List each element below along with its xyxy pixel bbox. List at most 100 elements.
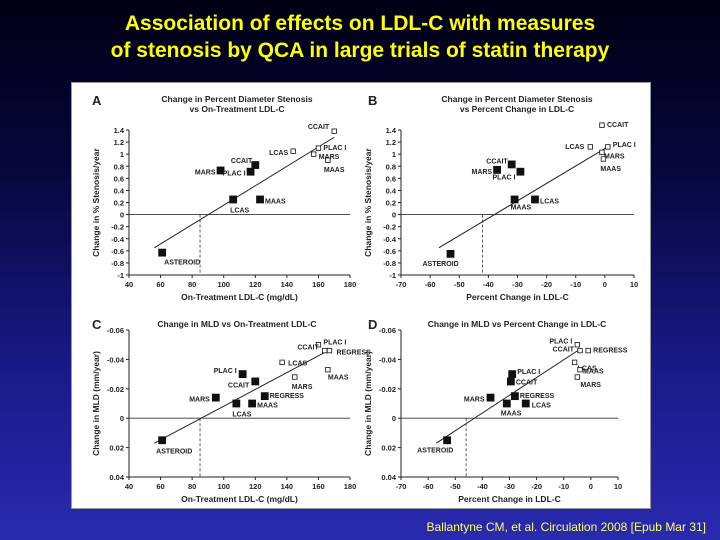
panel-b-point-label: MARS [604,153,625,160]
panel-d-point-label: CCAIT [516,379,538,386]
panel-a-x-tick-label: 40 [125,280,133,289]
panel-d-x-tick-label: -50 [450,482,461,491]
panel-d-point-regress [511,392,519,401]
panel-a-point-label: PLAC I [323,145,346,152]
panel-d-point-lcas [521,399,530,408]
panel-a-point-label: MARS [195,169,216,176]
panel-c-x-tick-label: 180 [344,482,357,491]
panel-d-title: Change in MLD vs Percent Change in LDL-C [428,319,607,329]
panel-d-point-label: MAAS [501,411,522,418]
panel-c-point-label: PLAC I [214,368,237,375]
panel-c-point-mars [211,393,220,402]
panel-d-point-label: LCAS [578,365,597,372]
panel-b-y-tick-label: 0.2 [386,199,396,208]
panel-b-x-tick-label: -10 [570,280,581,289]
panel-b-y-tick-label: 1 [392,150,396,159]
panel-c-point-mars [292,374,298,380]
panel-c-y-tick-label: -0.06 [107,326,124,335]
panel-c-x-tick-label: 80 [188,482,196,491]
panel-c-letter: C [92,317,102,332]
panel-b-title: vs Percent Change in LDL-C [460,104,574,114]
panel-d-point-label: MAAS [583,369,604,376]
panel-d-x-tick-label: -10 [558,482,569,491]
panel-a-point-asteroid [158,248,167,257]
panel-d-point-mars [574,374,580,380]
panel-c-point-label: MAAS [328,375,349,382]
panel-d-point-label: CCAIT [553,347,575,354]
panel-c-point-regress [260,392,269,401]
panel-a-point-label: CCAIT [308,124,330,131]
panel-b-point-label: LCAS [565,144,584,151]
panel-b-x-tick-label: -30 [512,280,523,289]
panel-d-point-maas [577,367,583,373]
panel-d-point-label: REGRESS [593,348,628,355]
panel-a-point-label: MAAS [265,198,286,205]
panel-d-point-lcas [571,359,578,365]
panel-d-x-label: Percent Change in LDL-C [458,494,560,504]
panel-c-point-label: MAAS [257,403,278,410]
panel-a-y-tick-label: -0.8 [111,259,124,268]
panel-c-point-label: LCAS [232,412,251,419]
panel-a-point-mars [216,166,225,175]
panel-a-y-tick-label: 1.2 [114,138,124,147]
panel-a-point-label: CCAIT [231,158,253,165]
panel-b-y-tick-label: -1 [389,271,396,280]
panel-b-point-label: PLAC I [613,142,636,149]
panel-c-x-tick-label: 120 [249,482,262,491]
panel-a-title: Change in Percent Diameter Stenosis [161,94,312,104]
panel-d-point-regress [585,347,591,354]
panel-d-x-tick-label: -30 [504,482,515,491]
panel-d-y-label: Change in MLD (mm/year) [363,351,373,456]
panel-b-point-plac-i [516,167,525,176]
panel-b-x-tick-label: -40 [483,280,494,289]
panel-a-y-label: Change in % Stenosis/year [91,147,101,256]
panel-b-point-mars [599,149,605,156]
panel-c-point-label: MARS [292,384,313,391]
panel-d-x-tick-label: -40 [477,482,488,491]
panel-c-point-lcas [279,359,285,365]
title-line-2: of stenosis by QCA in large trials of st… [110,39,610,62]
panel-b-x-tick-label: 10 [630,280,638,289]
panel-b-y-tick-label: 1.4 [386,126,397,135]
panel-d-point-plac-i [508,370,517,379]
panel-b-point-label: MAAS [511,204,532,211]
panel-a-point-label: MAAS [324,167,345,174]
panel-b-point-label: ASTEROID [423,261,459,268]
panel-c-point-label: CCAIT [228,382,250,389]
panel-c-y-tick-label: -0.04 [107,355,125,364]
panel-c-point-label: PLAC I [323,340,346,347]
panel-b-y-tick-label: 1.2 [386,138,396,147]
panel-b-point-label: PLAC I [492,175,515,182]
panel-b-title: Change in Percent Diameter Stenosis [441,94,592,104]
panel-a-y-tick-label: 1 [120,150,124,159]
panel-c-y-tick-label: 0.04 [109,473,124,482]
panel-c-point-maas [248,399,257,408]
panel-c-y-tick-label: 0.02 [109,444,124,453]
panel-a-letter: A [92,93,102,108]
panel-c-regression-line [154,348,332,444]
panel-c-x-label: On-Treatment LDL-C (mg/dL) [181,494,298,504]
panel-d-y-tick-label: -0.04 [379,355,397,364]
panel-b-y-label: Change in % Stenosis/year [363,147,373,256]
panel-a-y-tick-label: -0.6 [111,247,124,256]
panel-b-point-ccait [599,122,605,128]
panel-c-point-maas [325,367,331,373]
panel-a-y-tick-label: 0.2 [114,199,124,208]
panel-d-x-tick-label: -20 [531,482,542,491]
panel-d-point-label: PLAC I [517,369,540,376]
panel-d-point-maas [502,399,511,408]
panel-b-point-ccait [507,160,516,169]
panel-a-point-label: LCAS [269,150,288,157]
panel-c-point-label: ASTEROID [156,448,192,455]
panel-b-x-tick-label: -60 [425,280,436,289]
panel-a-x-label: On-Treatment LDL-C (mg/dL) [181,292,298,302]
panel-d-point-label: REGRESS [520,393,555,400]
panel-d-x-tick-label: -60 [423,482,434,491]
panel-a-point-lcas [290,148,296,154]
panel-c-point-label: LCAS [288,360,307,367]
panel-a-point-ccait [251,161,260,169]
panel-a-y-tick-label: -0.4 [111,235,125,244]
panel-b-y-tick-label: 0.6 [386,174,396,183]
panel-c-point-plac-i [238,370,247,379]
